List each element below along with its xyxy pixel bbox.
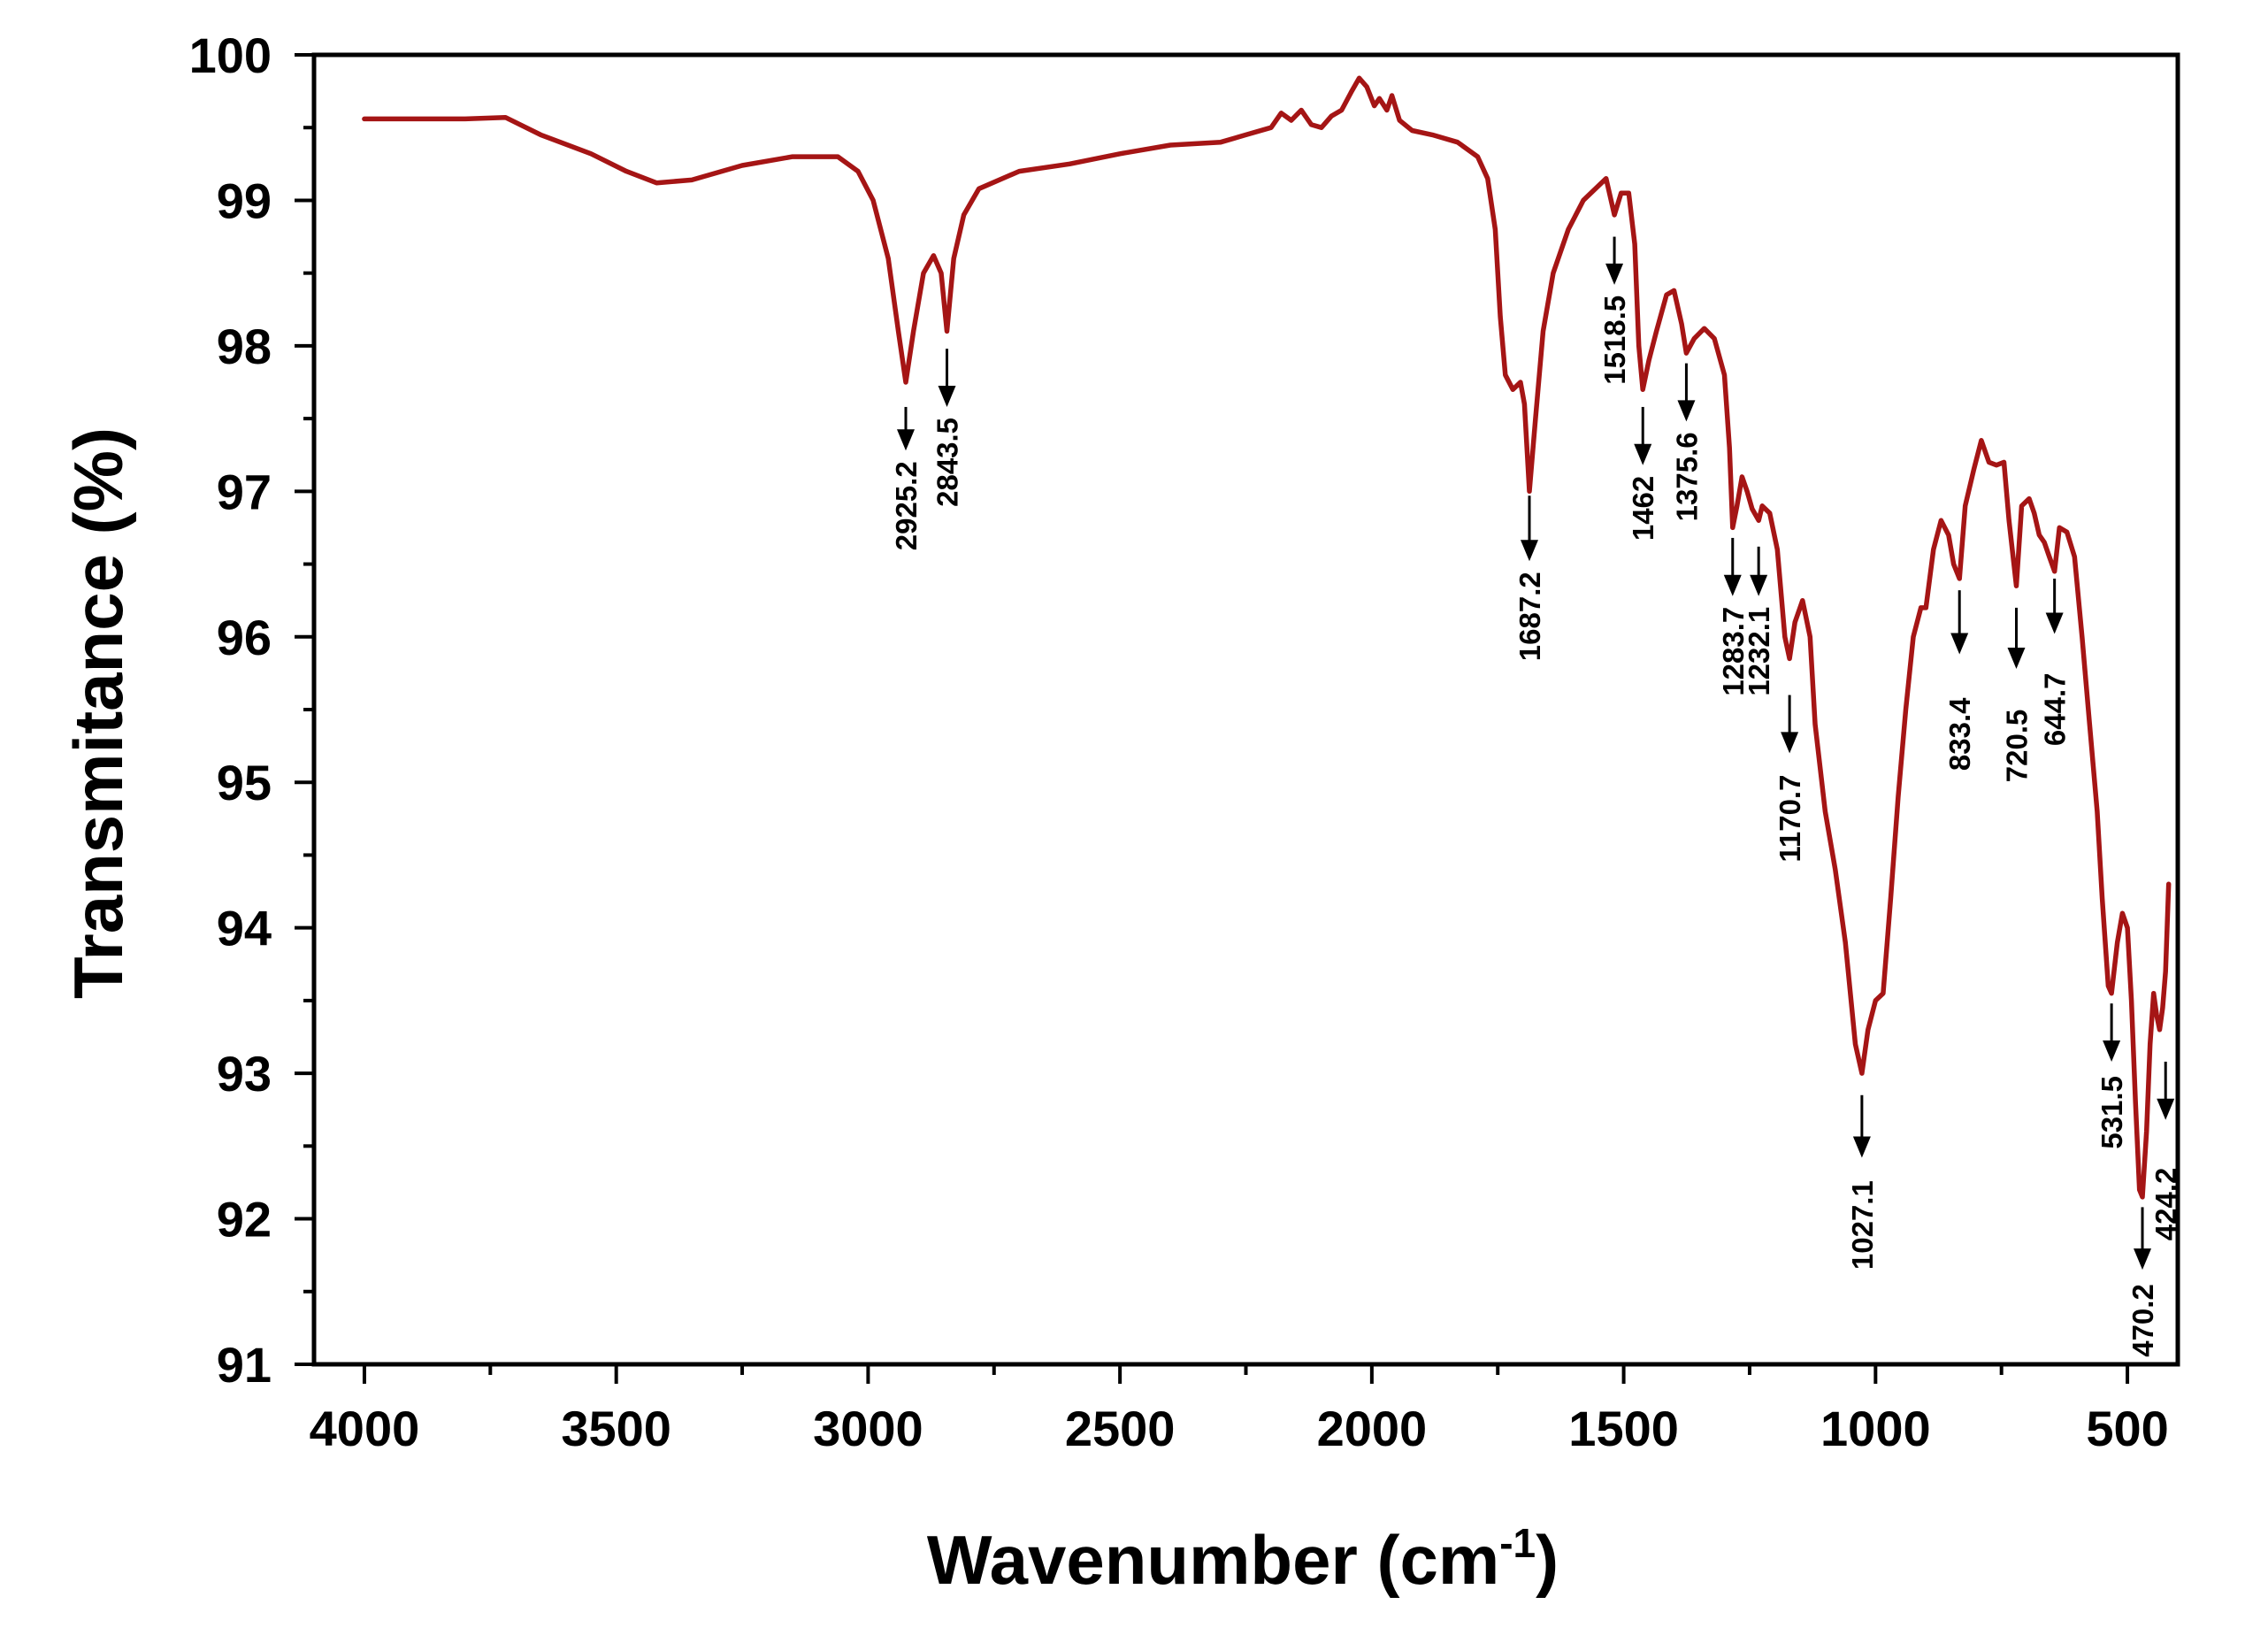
peak-arrow-head bbox=[1677, 400, 1696, 422]
x-tick-label: 1000 bbox=[1820, 1401, 1931, 1456]
x-axis-title-main: Wavenumber (cm bbox=[927, 1521, 1499, 1599]
x-tick-label: 3500 bbox=[561, 1401, 671, 1456]
peak-arrow-head bbox=[897, 429, 916, 451]
peak-arrow-head bbox=[1605, 263, 1624, 285]
x-tick-labels: 4000 3500 3000 2500 2000 1500 1000 500 bbox=[310, 1401, 2169, 1456]
x-axis-title: Wavenumber (cm-1) bbox=[927, 1520, 1559, 1599]
peak-arrow-head bbox=[2134, 1248, 2152, 1271]
peak-label: 2925.2 bbox=[890, 461, 923, 550]
peak-label: 644.7 bbox=[2039, 673, 2072, 747]
peak-arrow-head bbox=[2103, 1040, 2121, 1062]
x-tick-label: 3000 bbox=[813, 1401, 923, 1456]
peak-annotations: 2925.2 2843.5 1687.2 1518.5 1462 1375.6 1283.7… bbox=[890, 236, 2182, 1357]
peak-annotation: 1283.7 bbox=[1717, 537, 1750, 696]
peak-arrow-head bbox=[2045, 612, 2064, 634]
peak-annotation: 1687.2 bbox=[1513, 495, 1546, 661]
peak-arrow-head bbox=[1520, 540, 1538, 562]
peak-label: 2843.5 bbox=[931, 418, 964, 507]
x-tick-label: 2500 bbox=[1065, 1401, 1176, 1456]
peak-annotation: 2925.2 bbox=[890, 406, 923, 550]
peak-arrow-head bbox=[1781, 732, 1799, 754]
peak-label: 1027.1 bbox=[1846, 1180, 1879, 1270]
peak-arrow-head bbox=[2007, 647, 2026, 669]
peak-arrow-head bbox=[2157, 1098, 2175, 1120]
x-tick-label: 4000 bbox=[310, 1401, 420, 1456]
y-tick-label: 100 bbox=[189, 27, 272, 83]
y-tick-label: 93 bbox=[217, 1046, 272, 1102]
peak-label: 1462 bbox=[1627, 476, 1659, 541]
peak-arrow-head bbox=[1750, 574, 1768, 596]
peak-annotation: 531.5 bbox=[2096, 1003, 2128, 1149]
peak-arrow-head bbox=[1852, 1136, 1871, 1158]
y-tick-label: 95 bbox=[217, 755, 272, 810]
peak-annotation: 720.5 bbox=[2000, 607, 2033, 783]
y-tick-label: 96 bbox=[217, 610, 272, 665]
y-axis-title: Transmitance (%) bbox=[59, 427, 137, 999]
peak-label: 531.5 bbox=[2096, 1076, 2128, 1149]
peak-annotation: 1518.5 bbox=[1598, 236, 1631, 385]
y-tick-label: 92 bbox=[217, 1192, 272, 1248]
peak-annotation: 470.2 bbox=[2126, 1207, 2159, 1357]
y-tick-label: 98 bbox=[217, 319, 272, 374]
series-layer bbox=[362, 75, 2172, 1200]
peak-annotation: 644.7 bbox=[2039, 579, 2072, 746]
peak-annotation: 1462 bbox=[1627, 406, 1659, 541]
peak-label: 1170.7 bbox=[1774, 775, 1806, 863]
x-tick-label: 1500 bbox=[1568, 1401, 1679, 1456]
y-tick-label: 94 bbox=[217, 901, 272, 956]
peak-label: 1687.2 bbox=[1513, 572, 1546, 661]
x-axis-title-suffix: ) bbox=[1536, 1521, 1559, 1599]
peak-annotation: 833.4 bbox=[1943, 590, 1976, 771]
y-tick-label: 97 bbox=[217, 464, 272, 519]
peak-annotation: 1375.6 bbox=[1670, 363, 1703, 521]
peak-label: 470.2 bbox=[2126, 1284, 2159, 1357]
x-tick-label: 2000 bbox=[1317, 1401, 1428, 1456]
peak-arrow-head bbox=[1723, 574, 1742, 596]
peak-label: 1232.1 bbox=[1743, 607, 1775, 696]
peak-label: 1283.7 bbox=[1717, 607, 1750, 696]
x-axis-title-superscript: -1 bbox=[1499, 1520, 1536, 1566]
y-tick-label: 99 bbox=[217, 173, 272, 228]
peak-label: 1375.6 bbox=[1670, 432, 1703, 521]
x-tick-label: 500 bbox=[2086, 1401, 2168, 1456]
peak-label: 720.5 bbox=[2000, 710, 2033, 783]
peak-annotation: 1170.7 bbox=[1774, 695, 1806, 863]
y-tick-labels: 91 92 93 94 95 96 97 98 99 100 bbox=[189, 27, 272, 1393]
plot-frame bbox=[311, 52, 2180, 1367]
peak-label: 1518.5 bbox=[1598, 296, 1631, 385]
peak-arrow-head bbox=[1950, 633, 1969, 655]
peak-annotation: 2843.5 bbox=[931, 349, 964, 507]
peak-arrow-head bbox=[1634, 443, 1652, 465]
peak-annotation: 1232.1 bbox=[1743, 546, 1775, 696]
y-tick-label: 91 bbox=[217, 1337, 272, 1393]
spectrum-line bbox=[362, 75, 2172, 1200]
peak-annotation: 1027.1 bbox=[1846, 1094, 1879, 1270]
peak-label: 833.4 bbox=[1943, 697, 1976, 771]
peak-arrow-head bbox=[938, 385, 956, 407]
